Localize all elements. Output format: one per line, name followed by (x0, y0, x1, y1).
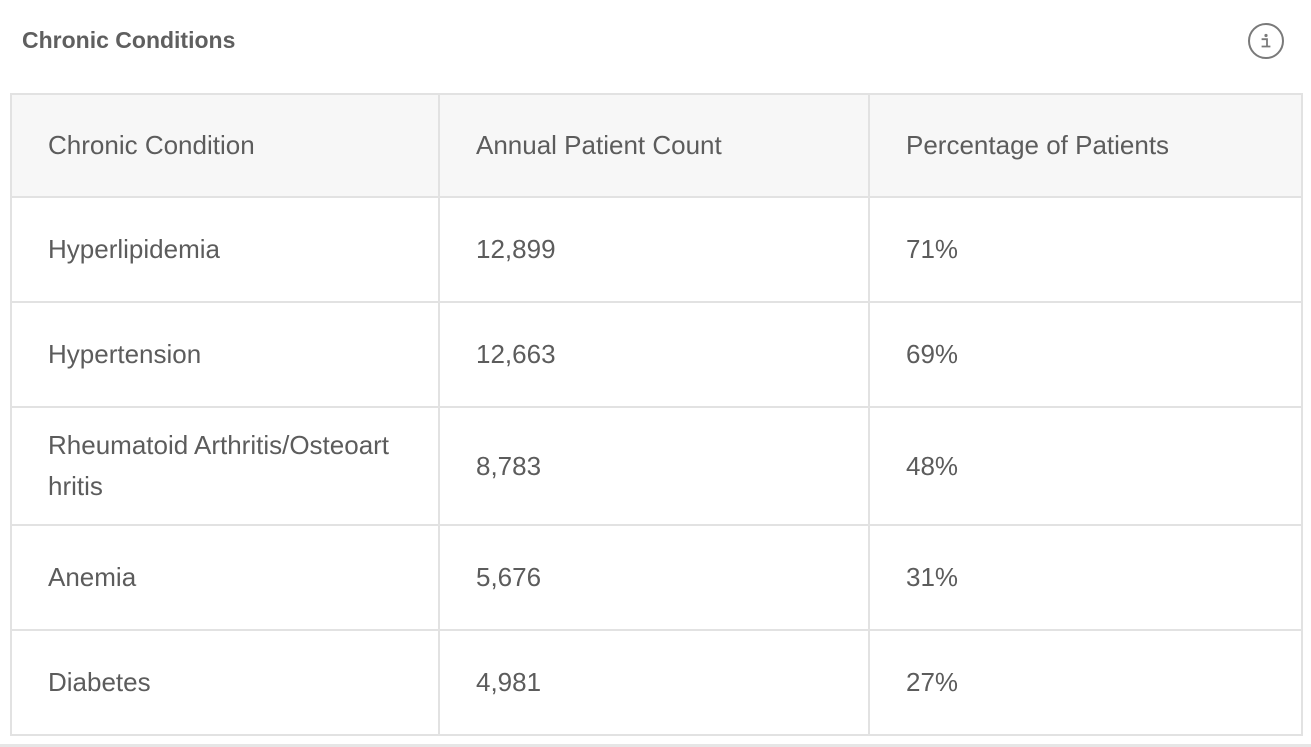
condition-cell: Hyperlipidemia (10, 196, 440, 303)
info-circle-icon (1256, 31, 1276, 51)
info-button[interactable] (1248, 23, 1284, 59)
table-row: Hypertension 12,663 69% (10, 301, 1303, 408)
count-cell: 4,981 (438, 629, 870, 736)
percentage-cell: 69% (868, 301, 1303, 408)
condition-cell: Hypertension (10, 301, 440, 408)
count-cell: 12,663 (438, 301, 870, 408)
card-bottom-divider (0, 744, 1311, 747)
table-row: Rheumatoid Arthritis/Osteoarthritis 8,78… (10, 406, 1303, 526)
column-header-condition[interactable]: Chronic Condition (10, 93, 440, 198)
condition-cell: Anemia (10, 524, 440, 631)
table-row: Diabetes 4,981 27% (10, 629, 1303, 736)
column-header-count[interactable]: Annual Patient Count (438, 93, 870, 198)
percentage-cell: 48% (868, 406, 1303, 526)
conditions-table: Chronic Condition Annual Patient Count P… (10, 93, 1303, 736)
table-row: Anemia 5,676 31% (10, 524, 1303, 631)
percentage-cell: 71% (868, 196, 1303, 303)
table-row: Hyperlipidemia 12,899 71% (10, 196, 1303, 303)
column-header-percentage[interactable]: Percentage of Patients (868, 93, 1303, 198)
count-cell: 5,676 (438, 524, 870, 631)
card-title: Chronic Conditions (22, 27, 236, 53)
percentage-cell: 31% (868, 524, 1303, 631)
condition-cell: Rheumatoid Arthritis/Osteoarthritis (10, 406, 440, 526)
count-cell: 12,899 (438, 196, 870, 303)
table-header-row: Chronic Condition Annual Patient Count P… (10, 93, 1303, 198)
count-cell: 8,783 (438, 406, 870, 526)
condition-cell: Diabetes (10, 629, 440, 736)
conditions-table-container: Chronic Condition Annual Patient Count P… (10, 93, 1303, 736)
percentage-cell: 27% (868, 629, 1303, 736)
